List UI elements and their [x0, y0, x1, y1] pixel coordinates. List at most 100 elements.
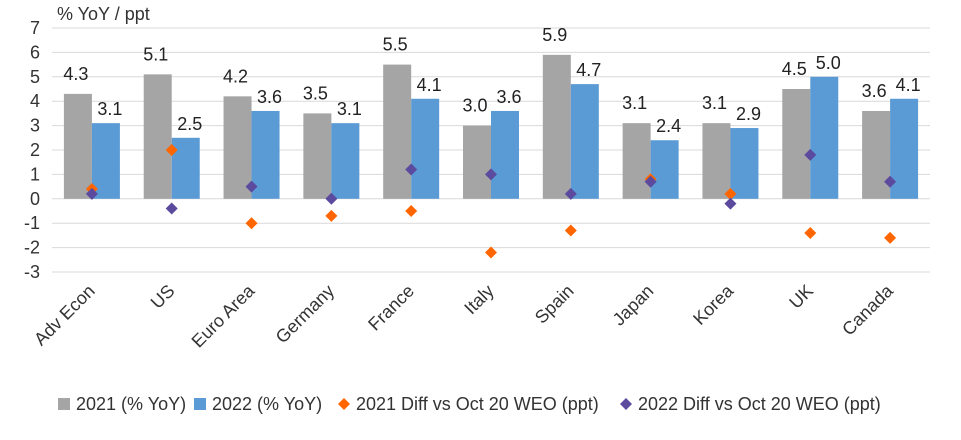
x-tick-label: Germany: [272, 281, 338, 347]
legend-label: 2021 (% YoY): [76, 394, 186, 414]
legend: 2021 (% YoY) 2022 (% YoY) 2021 Diff vs Oct…: [58, 394, 881, 414]
y-tick-label: 5: [30, 67, 40, 87]
data-label: 4.2: [223, 66, 248, 86]
bar-2021: [223, 96, 252, 199]
y-tick-label: 3: [30, 116, 40, 136]
data-label: 3.1: [97, 99, 122, 119]
y-tick-label: 4: [30, 91, 40, 111]
data-labels: 4.3 3.1 5.1 2.5 4.2 3.6 3.5 3.1 5.5 4.1 3.0 3.6 5.9 4…: [63, 25, 920, 136]
bar-2021: [782, 89, 811, 199]
data-label: 3.6: [257, 87, 282, 107]
bar-2021: [862, 110, 891, 199]
data-label: 4.5: [782, 59, 807, 79]
x-tick-label: US: [147, 281, 179, 313]
x-tick-label: Japan: [609, 281, 658, 330]
bar-2021: [463, 125, 491, 199]
data-label: 3.0: [462, 96, 487, 116]
bar-2022: [890, 98, 919, 199]
bar-2021: [63, 93, 92, 199]
data-label: 3.1: [622, 93, 647, 113]
bar-2021: [143, 74, 172, 199]
marker-2022-diff: [564, 187, 577, 200]
bar-2021: [542, 54, 571, 199]
data-label: 5.0: [816, 53, 841, 73]
marker-2021-diff: [325, 209, 338, 222]
bar-2021: [383, 64, 412, 199]
bar-2022: [171, 137, 200, 199]
bar-2022: [650, 140, 679, 199]
x-tick-label: UK: [785, 281, 817, 313]
marker-2021-diff: [405, 205, 418, 217]
marker-2021-diff: [485, 246, 497, 259]
data-label: 2.9: [736, 104, 761, 124]
marker-2022-diff: [245, 180, 258, 193]
bar-2021: [702, 123, 731, 199]
legend-swatch: [194, 398, 206, 410]
x-axis-ticks: Adv Econ US Euro Area Germany France Italy Spa…: [30, 280, 897, 351]
marker-2021-diff: [724, 187, 737, 200]
data-label: 4.1: [417, 75, 442, 95]
x-tick-label: France: [364, 281, 418, 335]
bar-2021: [622, 123, 651, 199]
y-tick-label: -2: [24, 238, 40, 258]
y-tick-label: 6: [30, 42, 40, 62]
marker-2021-diff: [804, 226, 817, 239]
data-label: 4.7: [576, 60, 601, 80]
marker-2021-diff: [245, 217, 258, 230]
marker-2022-diff: [884, 175, 897, 188]
markers: [85, 144, 897, 259]
y-axis-ticks: -3 -2 -1 0 1 2 3 4 5 6 7: [24, 18, 40, 282]
data-label: 3.6: [496, 87, 521, 107]
x-tick-label: Italy: [460, 281, 497, 318]
legend-label: 2022 (% YoY): [212, 394, 322, 414]
y-axis-label: % YoY / ppt: [57, 4, 150, 24]
marker-2022-diff: [485, 168, 497, 181]
data-label: 3.5: [303, 83, 328, 103]
x-tick-label: Korea: [689, 280, 738, 329]
marker-2022-diff: [724, 197, 737, 210]
y-tick-label: -3: [24, 262, 40, 282]
marker-2021-diff: [564, 224, 577, 237]
bar-2022: [331, 123, 360, 199]
legend-swatch: [58, 398, 70, 410]
data-label: 5.5: [383, 35, 408, 55]
y-tick-label: 1: [30, 164, 40, 184]
bar-2022: [491, 110, 519, 199]
bars: [63, 54, 919, 199]
data-label: 2.5: [177, 114, 202, 134]
data-label: 2.4: [656, 116, 681, 136]
x-tick-label: Adv Econ: [30, 281, 99, 350]
legend-label: 2021 Diff vs Oct 20 WEO (ppt): [356, 394, 599, 414]
marker-2022-diff: [804, 148, 817, 161]
data-label: 3.6: [862, 81, 887, 101]
legend-swatch: [338, 398, 350, 410]
legend-label: 2022 Diff vs Oct 20 WEO (ppt): [638, 394, 881, 414]
bar-2022: [91, 123, 120, 199]
bar-2022: [251, 110, 280, 199]
bar-2022: [730, 128, 759, 199]
bar-2022: [570, 84, 599, 199]
legend-swatch: [620, 398, 632, 410]
data-label: 4.3: [63, 64, 88, 84]
marker-2021-diff: [884, 231, 897, 244]
data-label: 3.1: [337, 99, 362, 119]
x-tick-label: Canada: [838, 280, 897, 339]
data-label: 4.1: [896, 75, 921, 95]
x-tick-label: Spain: [531, 281, 578, 328]
y-tick-label: 0: [30, 189, 40, 209]
marker-2021-diff: [165, 144, 178, 156]
marker-2022-diff: [325, 192, 338, 205]
marker-2022-diff: [85, 187, 98, 200]
bar-2022: [411, 98, 440, 199]
data-label: 5.1: [143, 44, 168, 64]
y-tick-label: -1: [24, 213, 40, 233]
marker-2022-diff: [644, 175, 657, 188]
y-tick-label: 7: [30, 18, 40, 38]
x-tick-label: Euro Area: [188, 280, 259, 351]
data-label: 5.9: [542, 25, 567, 45]
marker-2022-diff: [165, 202, 178, 215]
data-label: 3.1: [702, 93, 727, 113]
bar-2021: [303, 113, 332, 199]
marker-2022-diff: [405, 163, 418, 176]
